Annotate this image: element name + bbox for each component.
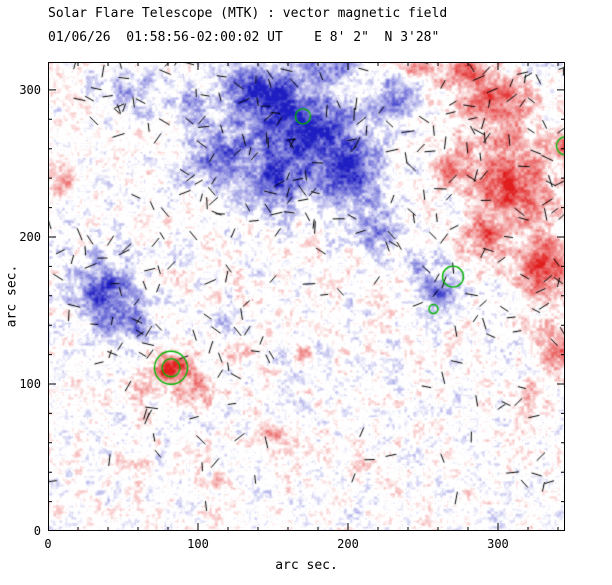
x-tick-label: 100 <box>187 537 209 551</box>
x-tick-label: 300 <box>487 537 509 551</box>
figure-title: Solar Flare Telescope (MTK) : vector mag… <box>48 6 448 21</box>
y-axis-label: arc sec. <box>4 264 20 328</box>
x-tick-label: 0 <box>44 537 51 551</box>
x-tick-label: 200 <box>337 537 359 551</box>
y-tick-label: 200 <box>19 230 41 244</box>
y-tick-label: 100 <box>19 377 41 391</box>
figure-subtitle: 01/06/26 01:58:56-02:00:02 UT E 8' 2" N … <box>48 30 440 45</box>
magnetogram-canvas <box>48 62 565 531</box>
y-tick-label: 0 <box>34 524 41 538</box>
y-tick-label: 300 <box>19 83 41 97</box>
x-axis-label: arc sec. <box>275 558 338 573</box>
